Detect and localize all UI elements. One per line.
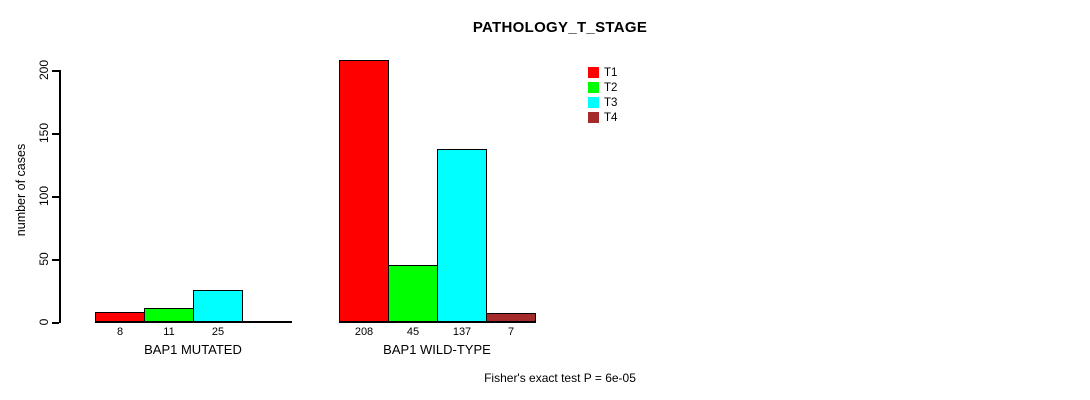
y-tick-0 <box>52 322 59 324</box>
legend-swatch-t3 <box>588 97 599 108</box>
fisher-test-annotation: Fisher's exact test P = 6e-05 <box>484 371 636 385</box>
group-label-bap1-wild-type: BAP1 WILD-TYPE <box>383 342 491 357</box>
y-tick-label-150: 150 <box>37 122 51 144</box>
bar-t2-group0 <box>144 308 194 322</box>
bar-t2-group1 <box>388 265 438 322</box>
group-label-bap1-mutated: BAP1 MUTATED <box>144 342 242 357</box>
bar-t1-group0 <box>95 312 145 322</box>
y-axis-label: number of cases <box>14 143 28 237</box>
chart-title: PATHOLOGY_T_STAGE <box>472 19 648 36</box>
y-tick-100 <box>52 196 59 198</box>
y-tick-200 <box>52 70 59 72</box>
legend-swatch-t1 <box>588 67 599 78</box>
bar-value-t3-group1: 137 <box>452 326 472 338</box>
y-tick-label-200: 200 <box>37 59 51 81</box>
legend-label-t3: T3 <box>604 96 618 109</box>
legend-row-t4: T4 <box>588 110 617 125</box>
y-tick-150 <box>52 133 59 135</box>
legend-swatch-t2 <box>588 82 599 93</box>
y-tick-label-0: 0 <box>37 318 51 326</box>
legend-row-t2: T2 <box>588 80 617 95</box>
legend-row-t1: T1 <box>588 65 617 80</box>
y-axis-line <box>59 70 61 323</box>
bar-t4-group1 <box>486 313 536 322</box>
legend: T1 T2 T3 T4 <box>588 65 617 125</box>
bar-t3-group0 <box>193 290 243 322</box>
legend-swatch-t4 <box>588 112 599 123</box>
y-tick-label-50: 50 <box>37 252 51 266</box>
bar-value-t4-group1: 7 <box>507 326 515 338</box>
y-tick-label-100: 100 <box>37 185 51 207</box>
bar-value-t2-group0: 11 <box>163 326 175 338</box>
bar-value-t1-group0: 8 <box>116 326 124 338</box>
legend-label-t2: T2 <box>604 81 618 94</box>
legend-label-t4: T4 <box>604 111 618 124</box>
bar-t3-group1 <box>437 149 487 322</box>
bar-t1-group1 <box>339 60 389 322</box>
bar-value-t3-group0: 25 <box>211 326 225 338</box>
y-tick-50 <box>52 259 59 261</box>
legend-row-t3: T3 <box>588 95 617 110</box>
bar-value-t1-group1: 208 <box>354 326 374 338</box>
bar-value-t2-group1: 45 <box>406 326 420 338</box>
legend-label-t1: T1 <box>604 66 618 79</box>
